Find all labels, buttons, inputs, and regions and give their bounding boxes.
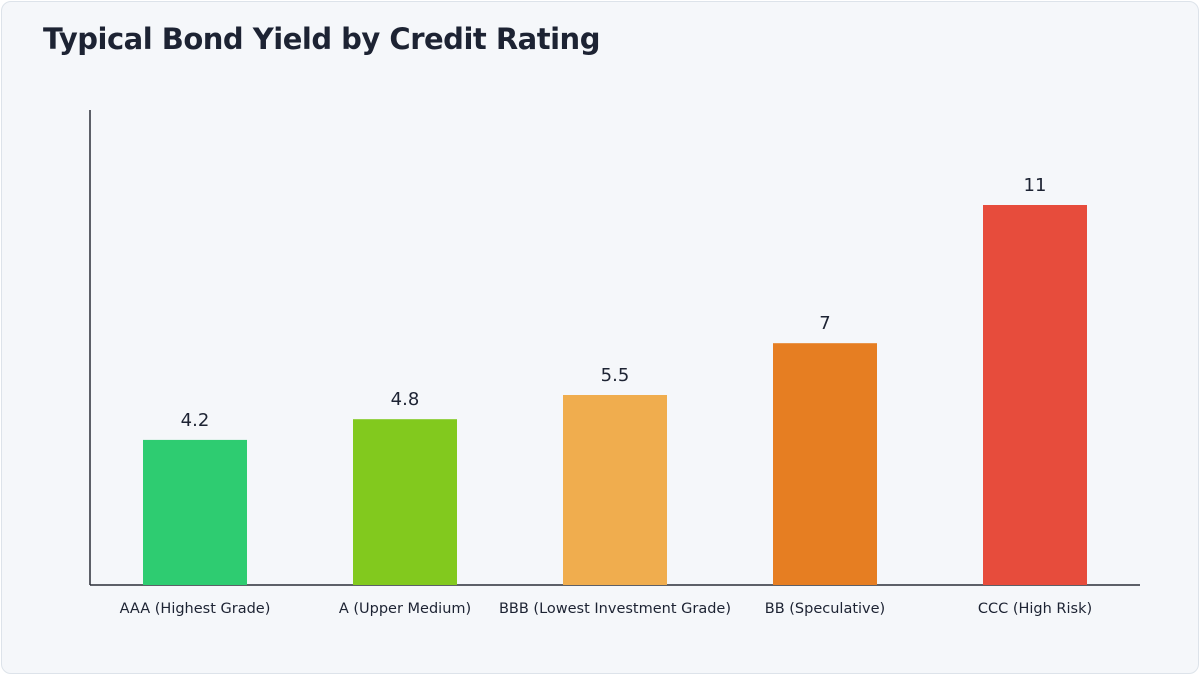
value-label-2: 4.8	[391, 389, 420, 410]
category-label-3: BBB (Lowest Investment Grade)	[499, 601, 731, 617]
category-label-4: BB (Speculative)	[765, 601, 885, 617]
bar-2	[353, 419, 457, 585]
bars-group	[143, 205, 1087, 585]
category-label-5: CCC (High Risk)	[978, 601, 1092, 617]
value-label-1: 4.2	[181, 410, 210, 431]
category-labels-group: AAA (Highest Grade) A (Upper Medium) BBB (…	[120, 601, 1093, 617]
category-label-1: AAA (Highest Grade)	[120, 601, 271, 617]
bar-1	[143, 439, 247, 585]
value-label-4: 7	[819, 313, 830, 334]
chart-title: Typical Bond Yield by Credit Rating	[43, 22, 600, 56]
bar-4	[773, 343, 877, 585]
value-label-3: 5.5	[601, 365, 630, 386]
category-label-2: A (Upper Medium)	[339, 601, 471, 617]
value-labels-group: 4.2 4.8 5.5 7 11	[181, 175, 1047, 431]
value-label-5: 11	[1024, 175, 1047, 196]
bar-5	[983, 205, 1087, 585]
bar-3	[563, 395, 667, 585]
